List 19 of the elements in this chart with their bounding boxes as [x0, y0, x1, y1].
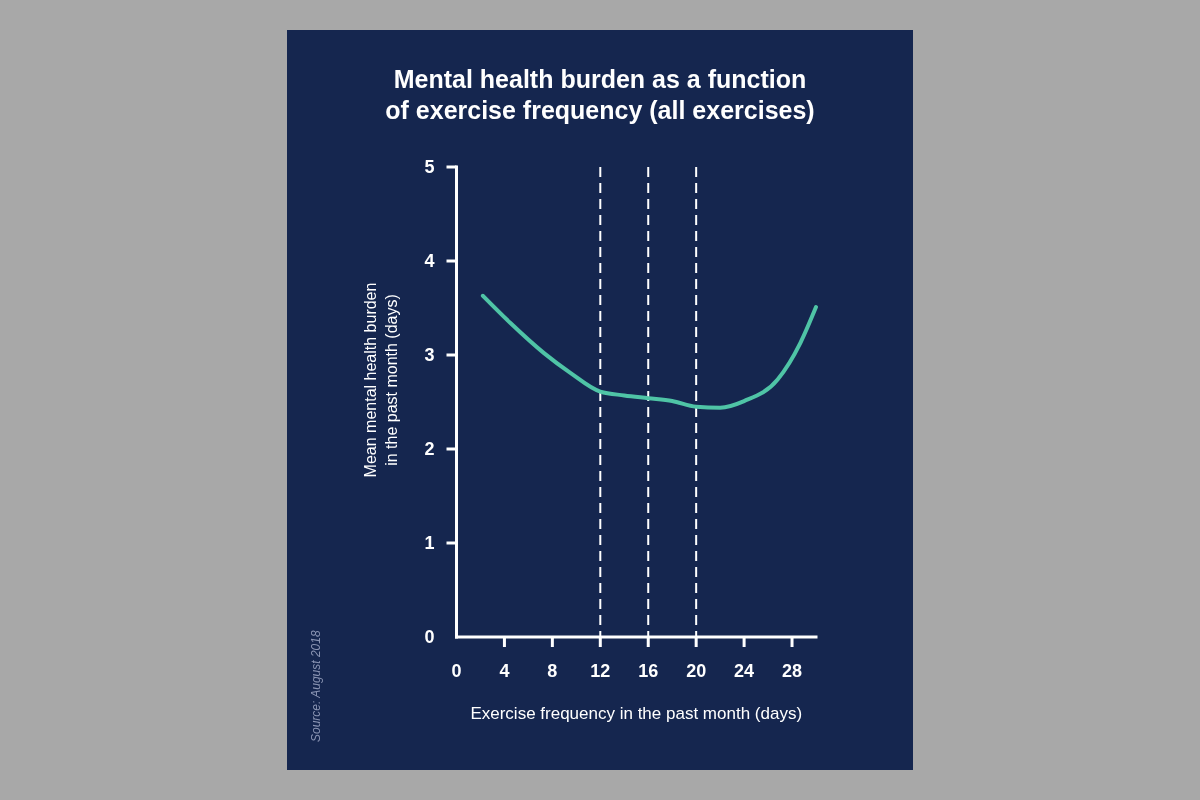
y-tick-label: 2: [424, 439, 435, 459]
y-tick-label: 5: [424, 157, 435, 177]
x-tick-label: 20: [686, 661, 707, 681]
line-series: [480, 293, 818, 410]
x-tick-label: 16: [638, 661, 659, 681]
y-tick-label: 3: [424, 345, 435, 365]
x-axis-title: Exercise frequency in the past month (days): [470, 704, 803, 723]
y-tick-label: 4: [424, 251, 435, 271]
x-tick-label: 0: [451, 661, 462, 681]
x-tick-label: 4: [499, 661, 510, 681]
x-tick-label: 24: [734, 661, 755, 681]
y-axis-title: Mean mental health burden in the past month (days): [362, 282, 400, 478]
x-tick-label: 8: [547, 661, 558, 681]
x-tick-label: 12: [590, 661, 611, 681]
source-note: Source: August 2018: [309, 630, 323, 742]
y-tick-label: 1: [424, 533, 435, 553]
x-tick-label: 28: [782, 661, 803, 681]
y-tick-label: 0: [424, 627, 435, 647]
chart-title: Mental health burden as a function of exercise frequency (all exercises): [385, 65, 815, 124]
